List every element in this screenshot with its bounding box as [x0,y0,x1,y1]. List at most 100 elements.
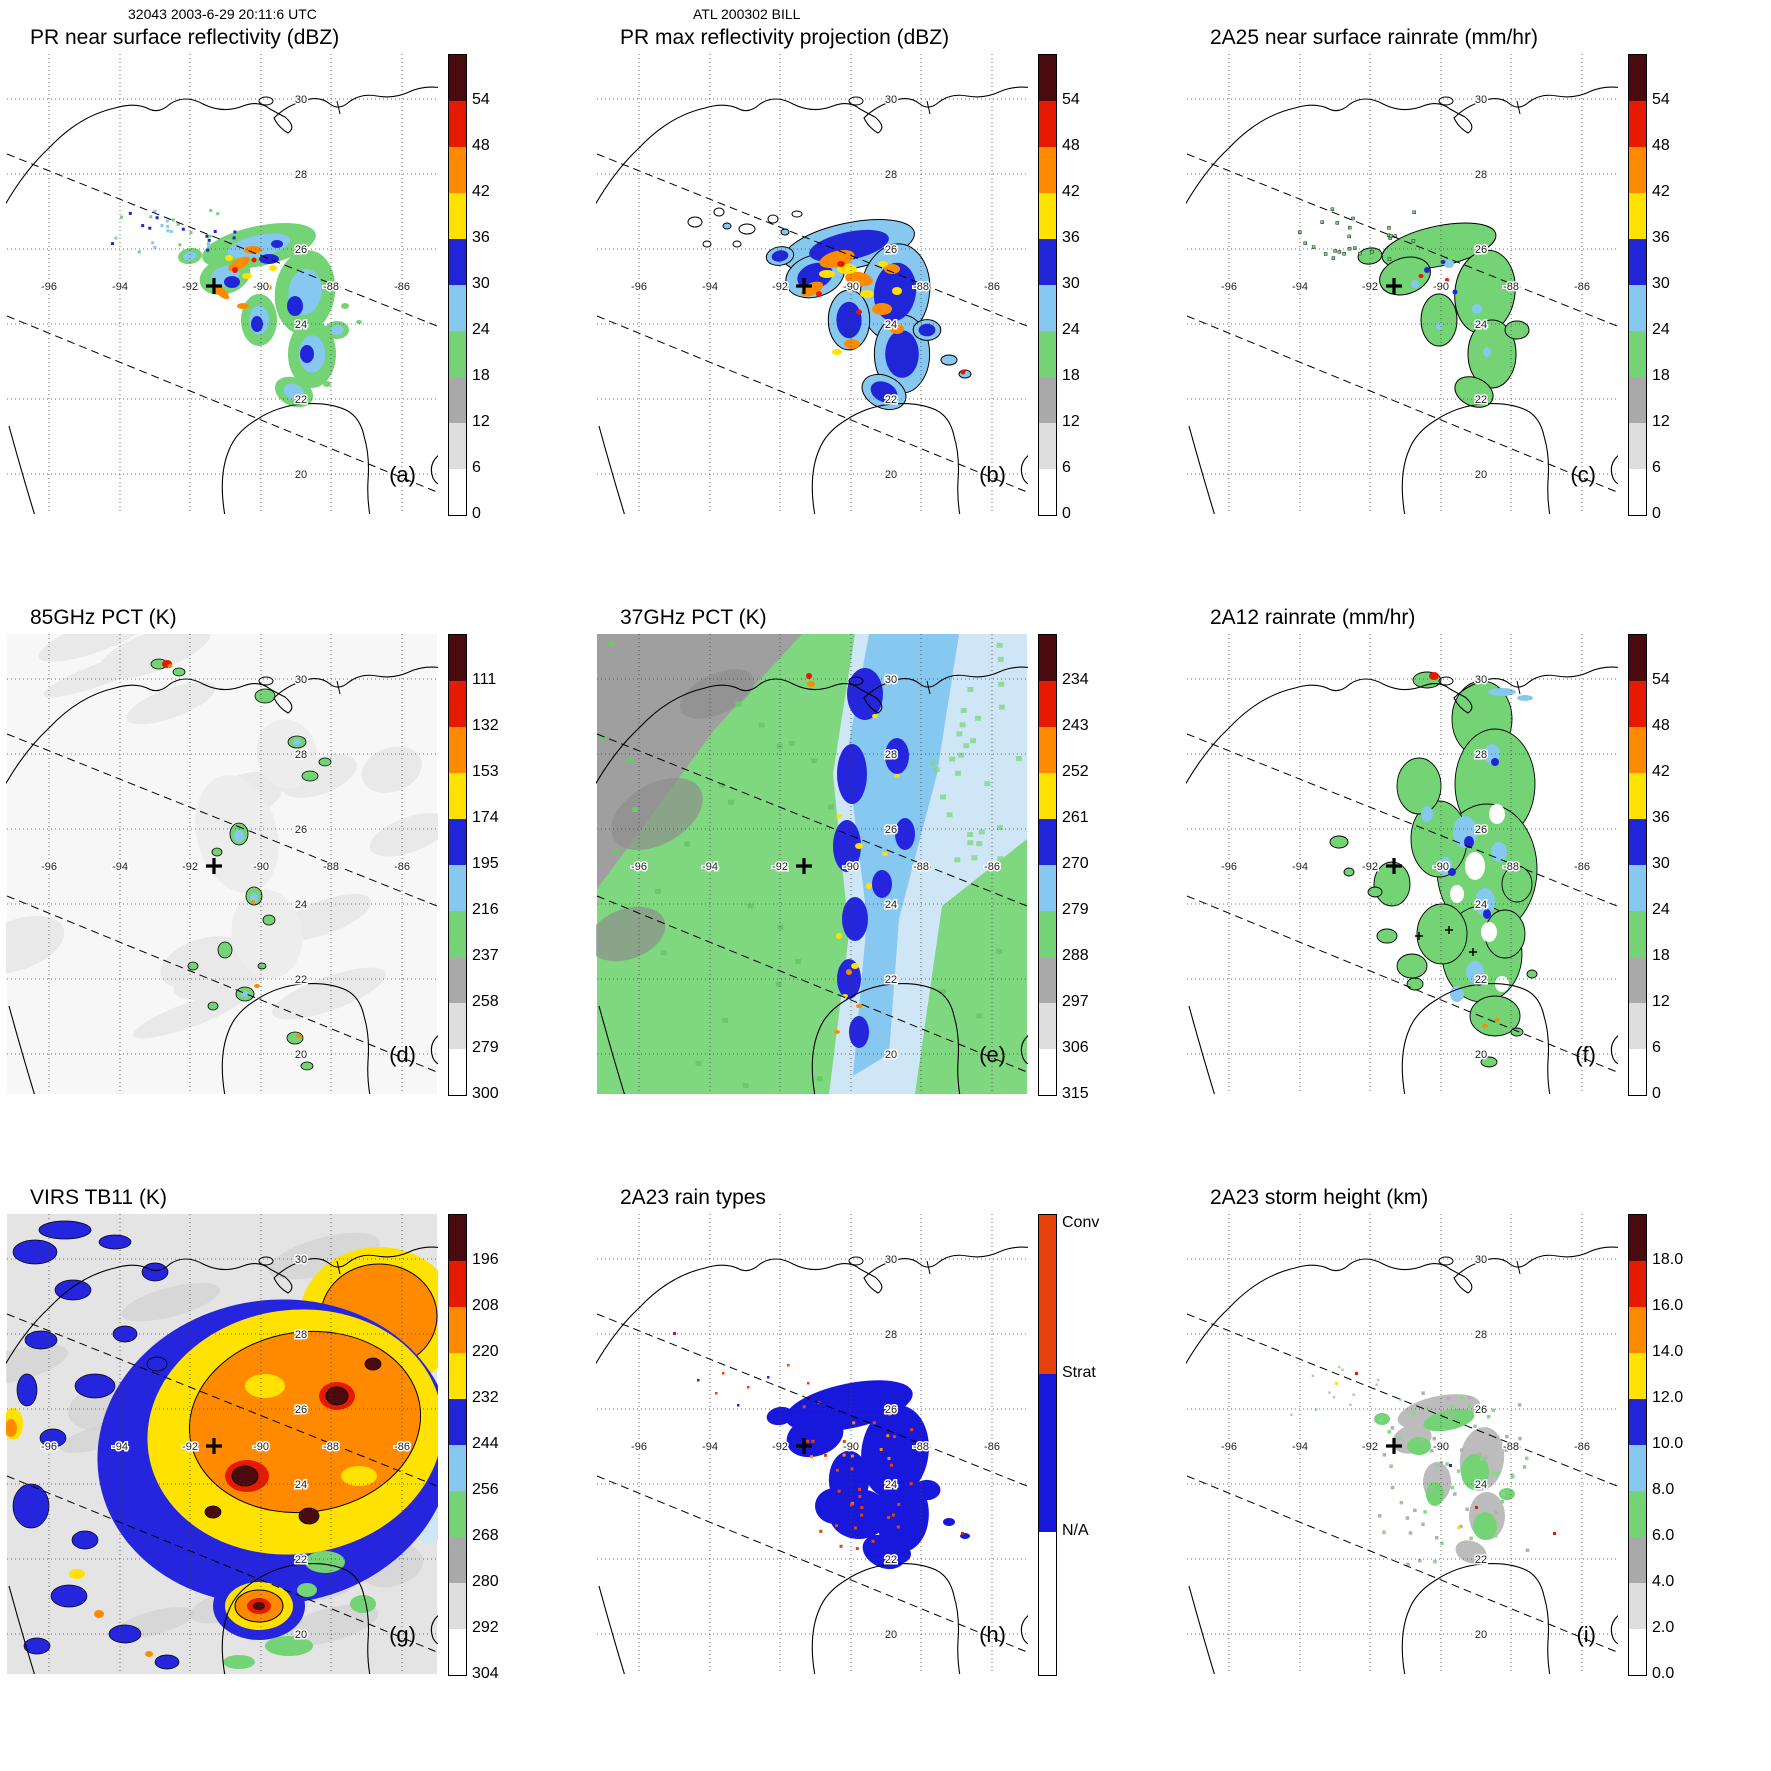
colorbar-tick-label: 153 [472,763,499,780]
panel-f: 2A12 rainrate (mm/hr) -96 -94 -92 -90 -88 -86 3… [1180,604,1770,1184]
colorbar-segment [449,957,466,1003]
colorbar-segment [449,681,466,727]
colorbar-segment [449,727,466,773]
data-field [1298,207,1530,408]
panel-letter: (b) [979,462,1006,487]
lon-label: -90 [1433,1441,1449,1453]
lat-label: 26 [1475,1404,1487,1416]
lon-label: -92 [182,281,198,293]
colorbar-segment [1039,1532,1056,1675]
lon-label: -88 [1503,281,1519,293]
panel-letter: (c) [1570,462,1596,487]
colorbar-segment [1629,1003,1646,1049]
lat-label: 28 [295,169,307,181]
colorbar-segment [1629,1215,1646,1261]
colorbar-tick-label: 4.0 [1652,1573,1675,1590]
storm-center-marker [206,858,222,874]
colorbar-segment [1039,377,1056,423]
colorbar-segment [449,377,466,423]
colorbar-tick-label: 220 [472,1343,499,1360]
lon-label: -90 [253,861,269,873]
lat-label: 24 [885,899,897,911]
colorbar-segment [1039,957,1056,1003]
colorbar-tick-label: 195 [472,855,499,872]
swath-edges [1186,1313,1618,1653]
colorbar-segment [449,1399,466,1445]
colorbar-tick-label: 292 [472,1619,499,1636]
lat-label: 20 [1475,469,1487,481]
colorbar-tick-label: 14.0 [1652,1343,1684,1360]
lat-label: 26 [295,1404,307,1416]
colorbar-tick-label: 252 [1062,763,1089,780]
colorbar-segment [449,55,466,101]
colorbar-tick-label: 304 [472,1665,499,1682]
colorbar-tick-label: 54 [1652,91,1670,108]
lat-label: 26 [1475,244,1487,256]
colorbar-tick-label: 12 [1652,993,1670,1010]
colorbar-tick-label: 36 [1652,229,1670,246]
latlon-gridlines [7,1214,437,1674]
colorbar-category-label: N/A [1062,1522,1089,1540]
panel-letter: (h) [979,1622,1006,1647]
lat-label: 24 [885,319,897,331]
map: -96 -94 -92 -90 -88 -86 30 28 26 24 22 20 (b) [596,54,1028,514]
map-canvas: -96 -94 -92 -90 -88 -86 30 28 26 24 22 20 [6,1214,438,1674]
lon-label: -94 [1292,281,1308,293]
colorbar-tick-label: 216 [472,901,499,918]
colorbar-segment [449,193,466,239]
colorbar-segment [1629,1583,1646,1629]
lat-label: 24 [1475,1479,1487,1491]
map: -96 -94 -92 -90 -88 -86 30 28 26 24 22 20 (c) [1186,54,1618,514]
colorbar-segment [1629,635,1646,681]
colorbar-segment [1039,1373,1056,1533]
lat-label: 20 [885,469,897,481]
colorbar-tick-label: 0 [1652,1085,1661,1102]
data-field [1329,671,1538,1068]
colorbar-segment [1039,681,1056,727]
colorbar-tick-label: 18 [472,367,490,384]
colorbar-segment [1629,147,1646,193]
colorbar-segment [449,1353,466,1399]
colorbar-tick-label: 54 [1062,91,1080,108]
lon-label: -92 [772,861,788,873]
storm-center-marker [796,278,812,294]
panel-e: 37GHz PCT (K) -96 -94 -92 -90 -88 -86 30 28 26 24 2… [590,604,1180,1184]
panel-b: PR max reflectivity projection (dBZ) -96-… [590,24,1180,604]
colorbar-segment [1629,1307,1646,1353]
panel-title: 2A25 near surface rainrate (mm/hr) [1210,26,1538,49]
map-background [596,634,1027,1094]
lon-label: -96 [41,1441,57,1453]
coastline [6,86,438,514]
colorbar-tick-label: 36 [1062,229,1080,246]
colorbar-tick-label: 297 [1062,993,1089,1010]
colorbar-tick-label: 36 [472,229,490,246]
lon-label: -88 [913,1441,929,1453]
colorbar-tick-label: 6.0 [1652,1527,1675,1544]
data-field [806,642,1023,1048]
panel-title: VIRS TB11 (K) [30,1186,167,1209]
lon-label: -86 [1574,281,1590,293]
scan-timestamp: 32043 2003-6-29 20:11:6 UTC [128,6,317,22]
colorbar-tick-label: 12.0 [1652,1389,1684,1406]
colorbar-tick-label: 24 [1652,901,1670,918]
map-background [6,634,438,1094]
colorbar-segment [1039,911,1056,957]
lat-label: 26 [1475,824,1487,836]
lon-label: -94 [112,861,128,873]
colorbar-segment [1039,773,1056,819]
lat-label: 22 [295,394,307,406]
lat-label: 22 [885,394,897,406]
colorbar-segment [1629,101,1646,147]
colorbar-segment [1629,1491,1646,1537]
colorbar-segment [449,1049,466,1095]
lon-label: -96 [631,861,647,873]
colorbar-tick-label: 42 [1652,763,1670,780]
colorbar-tick-label: 12 [1652,413,1670,430]
colorbar-tick-label: 256 [472,1481,499,1498]
colorbar-tick-label: 261 [1062,809,1089,826]
colorbar-segment [1629,239,1646,285]
colorbar-segment [1629,681,1646,727]
colorbar-segment [1629,911,1646,957]
lon-label: -92 [1362,861,1378,873]
